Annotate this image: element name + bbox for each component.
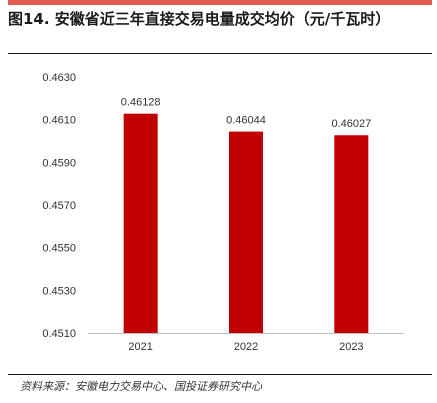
x-tick-label: 2023 <box>339 341 363 353</box>
bar-chart: 0.4510 0.4530 0.4550 0.4570 0.4590 0.4610 0.46… <box>42 72 404 353</box>
y-tick-label: 0.4610 <box>42 115 76 127</box>
y-tick-label: 0.4510 <box>42 328 76 340</box>
y-axis-ticks: 0.4510 0.4530 0.4550 0.4570 0.4590 0.4610 0.46… <box>42 72 76 340</box>
bar-value-label: 0.46128 <box>121 97 161 109</box>
x-tick-label: 2021 <box>128 341 152 353</box>
y-tick-label: 0.4530 <box>42 285 76 297</box>
x-axis-ticks: 2021 2022 2023 <box>128 341 363 353</box>
bars <box>123 113 369 333</box>
source-note: 资料来源：安徽电力交易中心、国投证券研究中心 <box>20 380 262 393</box>
title-divider <box>8 53 432 54</box>
y-tick-label: 0.4590 <box>42 157 76 169</box>
header-accent-bar <box>8 0 432 5</box>
bar-value-label: 0.46027 <box>331 118 371 130</box>
figure-title: 图14. 安徽省近三年直接交易电量成交均价（元/千瓦时） <box>8 10 391 28</box>
bar <box>123 113 158 333</box>
bar <box>334 135 369 333</box>
x-tick-label: 2022 <box>234 341 258 353</box>
y-tick-label: 0.4570 <box>42 200 76 212</box>
value-labels: 0.46128 0.46044 0.46027 <box>121 97 371 131</box>
bar <box>229 131 263 333</box>
y-tick-label: 0.4630 <box>42 72 76 84</box>
source-divider <box>8 374 432 375</box>
y-tick-label: 0.4550 <box>42 243 76 255</box>
bar-value-label: 0.46044 <box>226 115 266 127</box>
